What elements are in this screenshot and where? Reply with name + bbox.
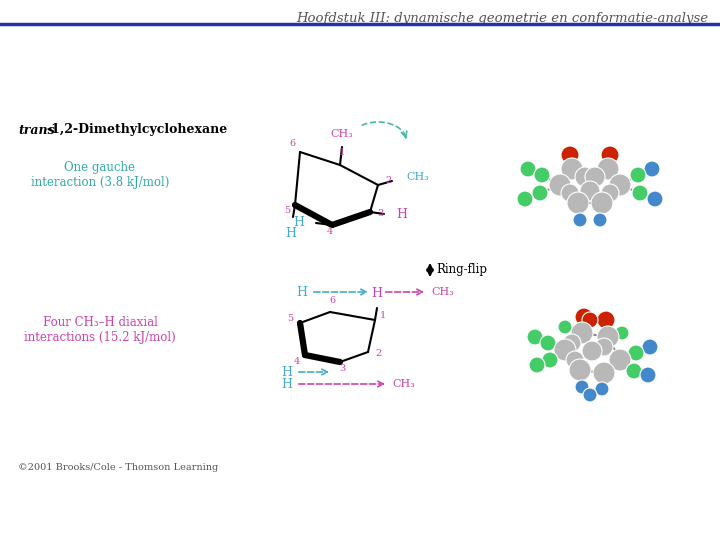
Circle shape (582, 312, 598, 328)
Circle shape (585, 167, 605, 187)
Circle shape (609, 349, 631, 371)
Circle shape (529, 357, 545, 373)
Text: trans: trans (18, 124, 55, 137)
Circle shape (571, 322, 593, 344)
Text: CH₃: CH₃ (392, 379, 415, 389)
Circle shape (558, 320, 572, 334)
Circle shape (632, 185, 648, 201)
Circle shape (647, 191, 663, 207)
Circle shape (520, 161, 536, 177)
Circle shape (561, 184, 579, 202)
Text: 5: 5 (284, 206, 290, 215)
Text: Ring-flip: Ring-flip (436, 264, 487, 276)
Text: CH₃: CH₃ (431, 287, 454, 297)
Text: One gauche
interaction (3.8 kJ/mol): One gauche interaction (3.8 kJ/mol) (31, 161, 169, 189)
Circle shape (566, 351, 584, 369)
Circle shape (597, 311, 615, 329)
Text: 3: 3 (339, 364, 345, 373)
Circle shape (534, 167, 550, 183)
Text: 6: 6 (329, 296, 335, 305)
Circle shape (517, 191, 533, 207)
Text: H: H (281, 366, 292, 379)
Circle shape (575, 380, 589, 394)
Circle shape (573, 213, 587, 227)
Circle shape (628, 345, 644, 361)
Text: H: H (372, 287, 382, 300)
Text: Hoofdstuk III: dynamische geometrie en conformatie-analyse: Hoofdstuk III: dynamische geometrie en c… (296, 12, 708, 25)
Circle shape (527, 329, 543, 345)
Circle shape (569, 359, 591, 381)
Circle shape (595, 338, 613, 356)
Circle shape (595, 382, 609, 396)
Circle shape (561, 158, 583, 180)
Text: H: H (396, 207, 407, 220)
Circle shape (640, 367, 656, 383)
Circle shape (609, 174, 631, 196)
Text: H: H (293, 217, 304, 230)
Circle shape (580, 181, 600, 201)
Circle shape (561, 146, 579, 164)
Circle shape (549, 174, 571, 196)
Circle shape (575, 167, 595, 187)
Circle shape (615, 326, 629, 340)
Circle shape (582, 341, 602, 361)
Text: 6: 6 (289, 139, 295, 148)
Circle shape (601, 146, 619, 164)
Circle shape (597, 326, 619, 348)
Text: 4: 4 (327, 227, 333, 236)
Circle shape (630, 167, 646, 183)
Circle shape (644, 161, 660, 177)
Circle shape (532, 185, 548, 201)
Text: -1,2-Dimethylcyclohexane: -1,2-Dimethylcyclohexane (46, 124, 228, 137)
Text: ©2001 Brooks/Cole - Thomson Learning: ©2001 Brooks/Cole - Thomson Learning (18, 463, 218, 472)
Text: 2: 2 (385, 176, 391, 185)
Circle shape (575, 308, 593, 326)
Circle shape (601, 184, 619, 202)
Circle shape (542, 352, 558, 368)
Text: 4: 4 (294, 357, 300, 366)
Circle shape (593, 213, 607, 227)
Circle shape (563, 334, 581, 352)
Circle shape (554, 339, 576, 361)
Circle shape (597, 158, 619, 180)
Circle shape (591, 192, 613, 214)
Text: 1: 1 (380, 311, 386, 320)
Text: CH₃: CH₃ (406, 172, 428, 182)
Text: CH₃: CH₃ (330, 129, 354, 139)
Text: H: H (296, 286, 307, 299)
Text: Four CH₃–H diaxial
interactions (15.2 kJ/mol): Four CH₃–H diaxial interactions (15.2 kJ… (24, 316, 176, 344)
Text: 3: 3 (377, 209, 383, 218)
Circle shape (567, 192, 589, 214)
Text: 2: 2 (375, 349, 381, 358)
Text: H: H (281, 377, 292, 390)
Text: 1: 1 (339, 148, 345, 157)
Text: H: H (286, 227, 297, 240)
Circle shape (626, 363, 642, 379)
Circle shape (540, 335, 556, 351)
Circle shape (583, 388, 597, 402)
Circle shape (593, 362, 615, 384)
Text: 5: 5 (287, 314, 293, 323)
Circle shape (642, 339, 658, 355)
